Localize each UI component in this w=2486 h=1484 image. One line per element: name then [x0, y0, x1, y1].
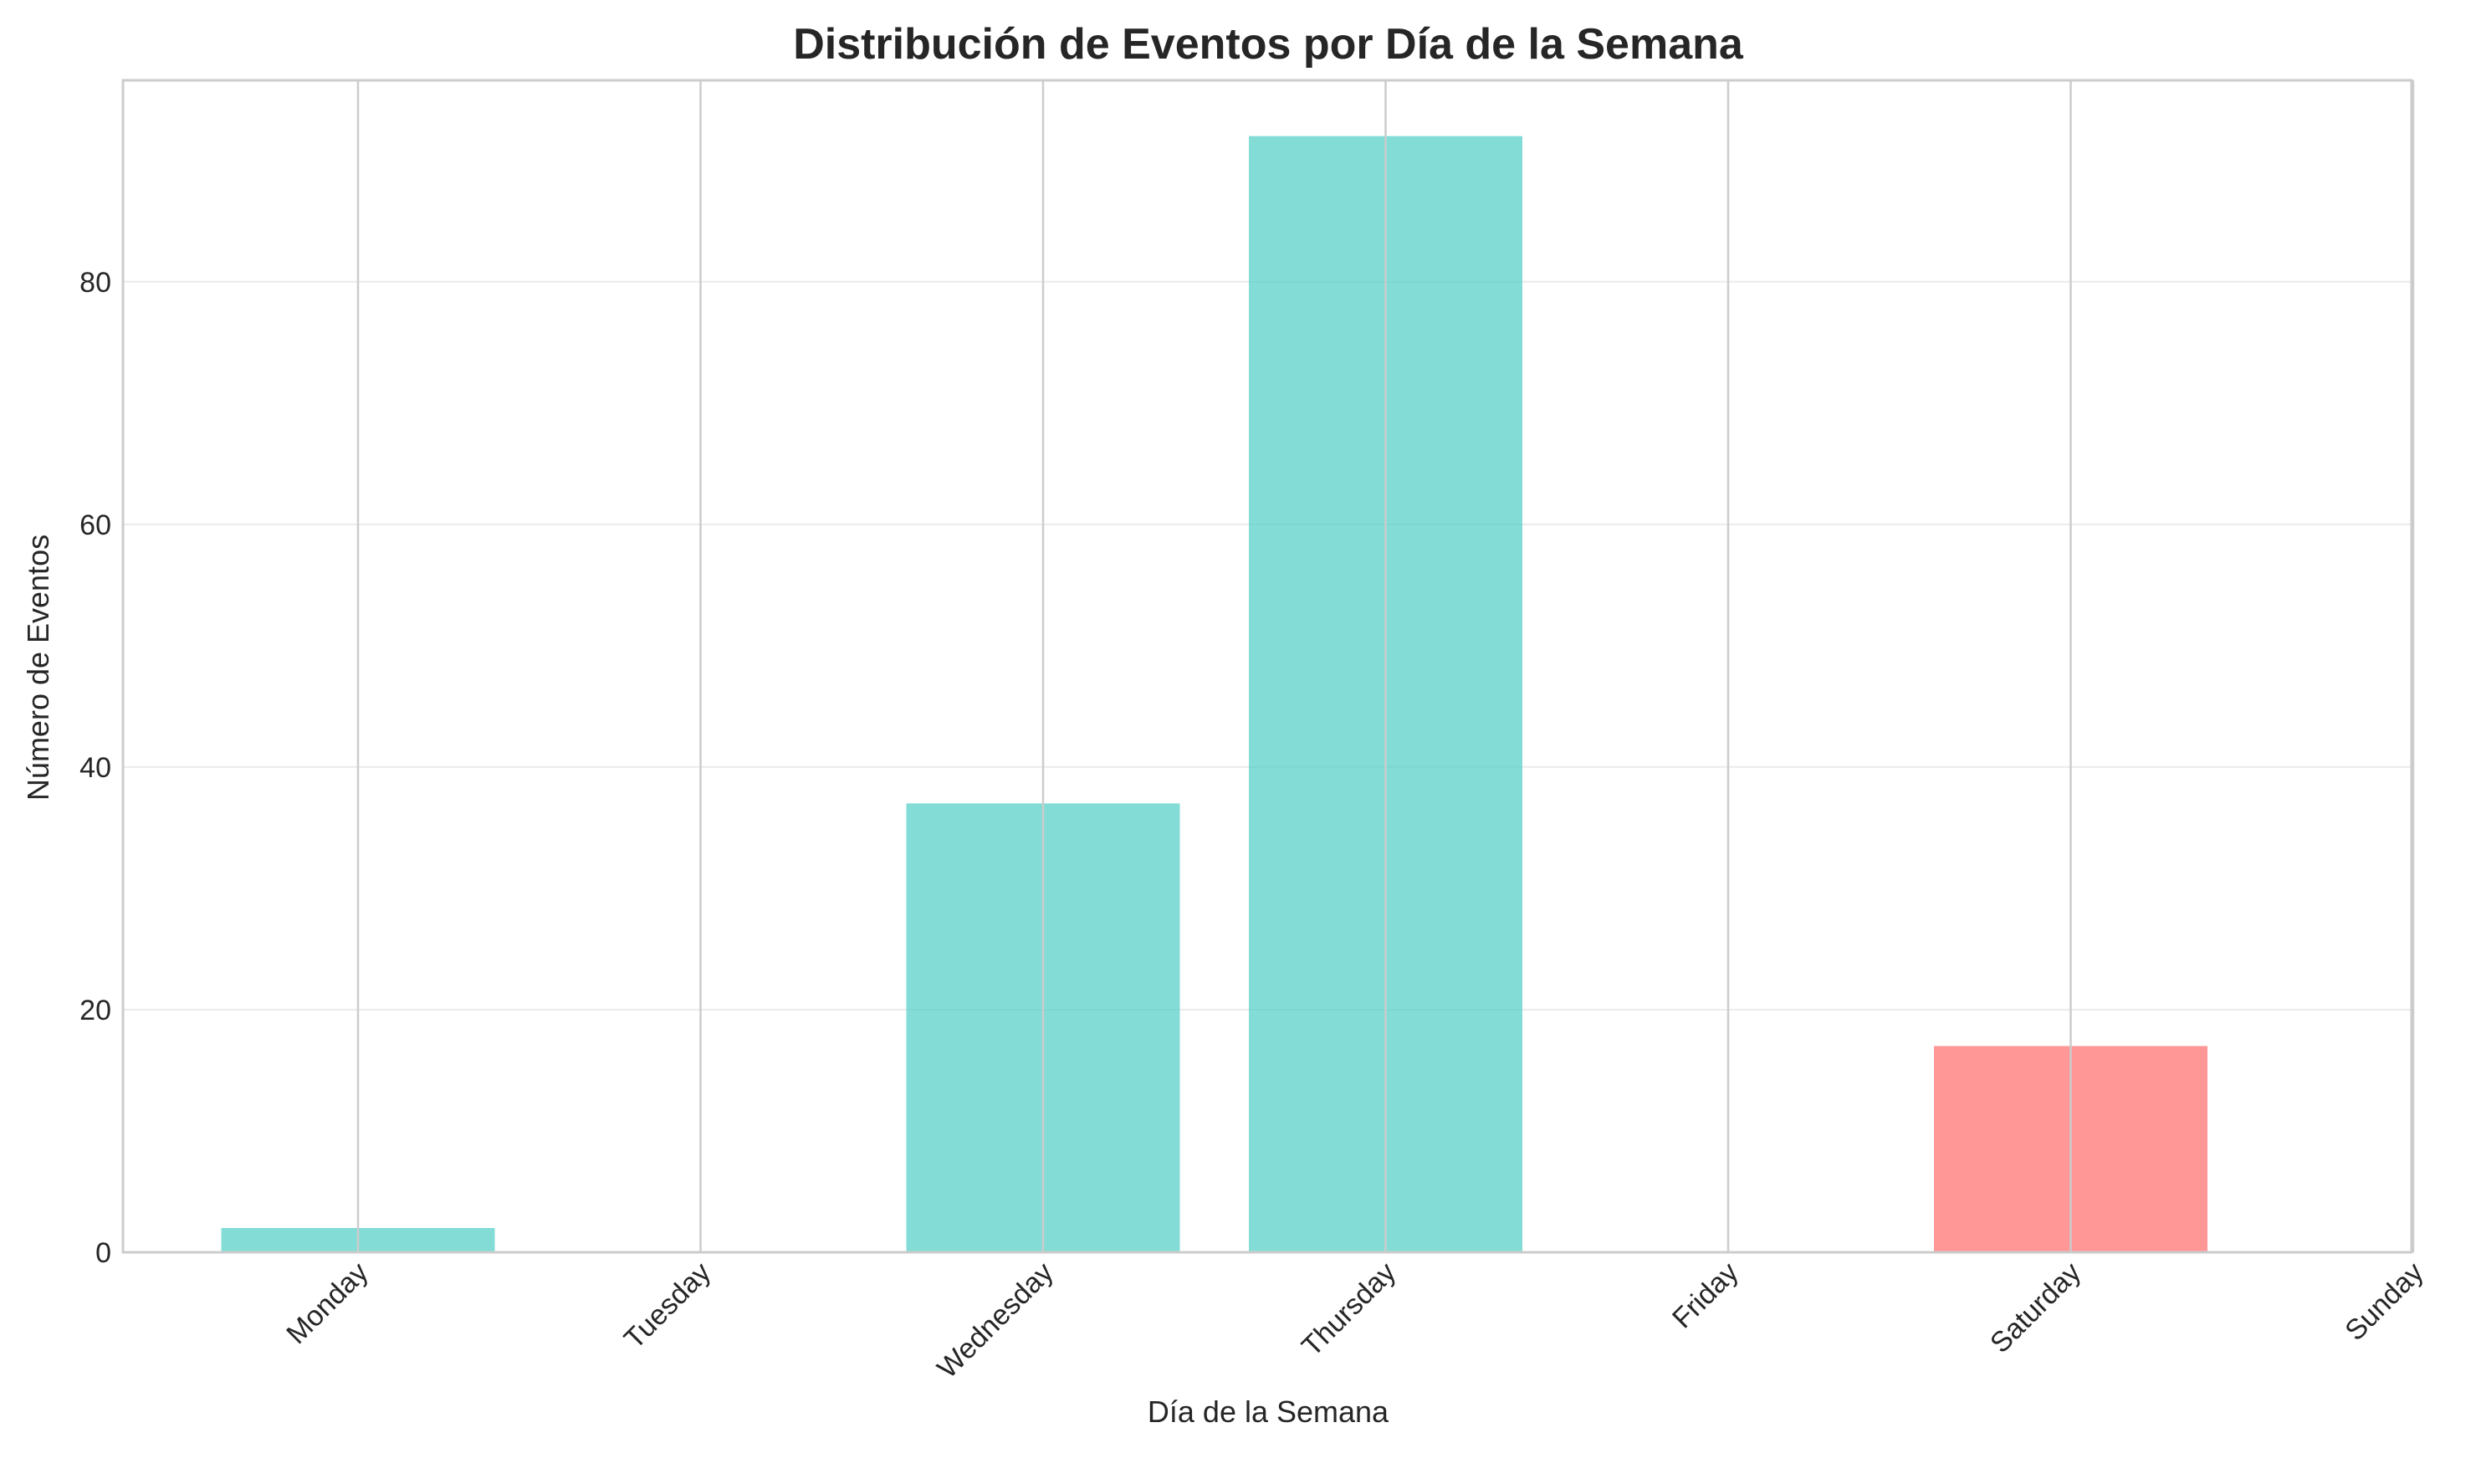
x-tick-label-wednesday: Wednesday: [931, 1256, 1059, 1384]
x-tick-label-sunday: Sunday: [2339, 1256, 2429, 1347]
x-tick-label-thursday: Thursday: [1296, 1256, 1402, 1363]
y-tick-label: 20: [79, 995, 111, 1026]
x-tick-label-friday: Friday: [1666, 1256, 1745, 1335]
y-tick-label: 60: [79, 509, 111, 541]
y-tick-label: 0: [95, 1237, 111, 1269]
y-tick-label: 40: [79, 752, 111, 784]
y-tick-label: 80: [79, 267, 111, 299]
x-axis-label: Día de la Semana: [1148, 1394, 1389, 1429]
x-tick-label-saturday: Saturday: [1984, 1256, 2087, 1359]
plot-frame: [121, 79, 2413, 1254]
chart-title: Distribución de Eventos por Día de la Se…: [793, 20, 1744, 69]
x-tick-label-tuesday: Tuesday: [618, 1256, 717, 1355]
bars: [221, 136, 2207, 1253]
vertical-grid: [356, 80, 2415, 1252]
x-tick-labels: Monday Tuesday Wednesday Thursday Friday Satu…: [280, 1256, 2429, 1384]
y-axis-label: Número de Eventos: [21, 535, 55, 801]
y-tick-labels: 0 20 40 60 80: [79, 267, 111, 1269]
x-tick-label-monday: Monday: [280, 1256, 374, 1350]
